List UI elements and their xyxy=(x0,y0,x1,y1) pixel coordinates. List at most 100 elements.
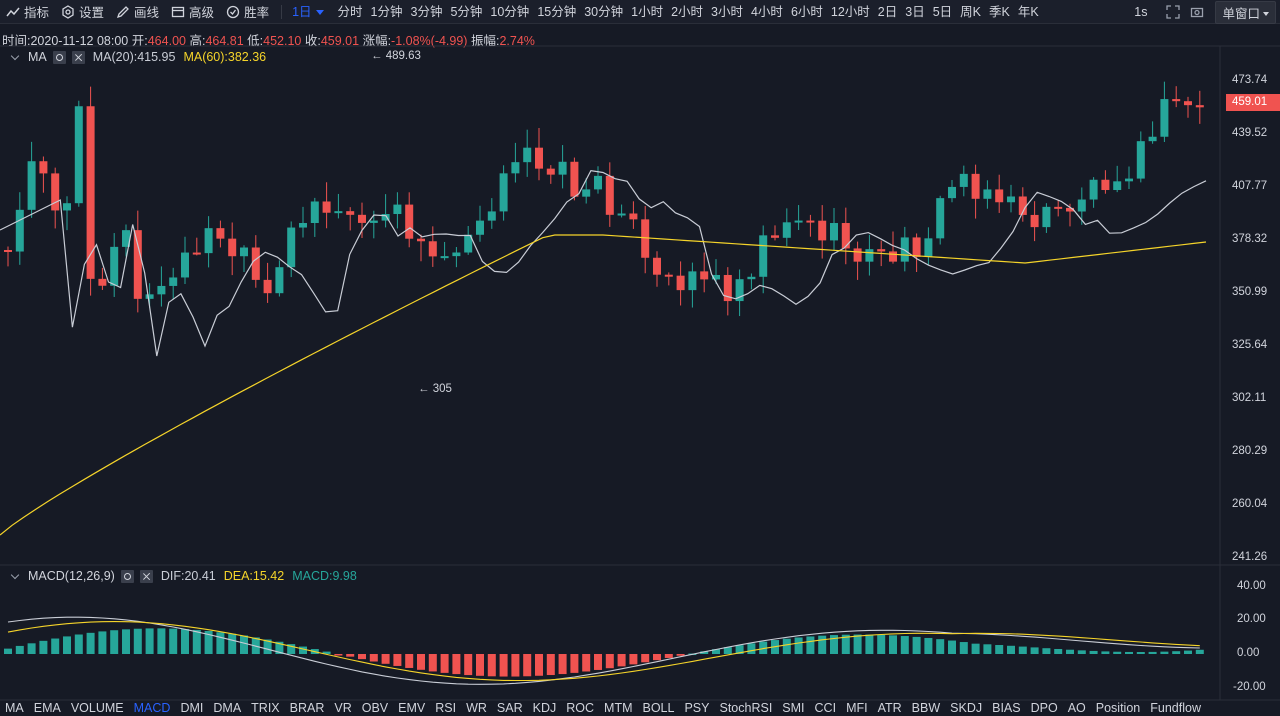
ma-name: MA xyxy=(28,50,47,64)
indicator-tab[interactable]: BRAR xyxy=(289,701,325,715)
indicator-tab[interactable]: RSI xyxy=(435,701,457,715)
interval-item[interactable]: 6小时 xyxy=(790,4,823,19)
fullscreen-button[interactable] xyxy=(1161,0,1185,24)
interval-item[interactable]: 年K xyxy=(1017,4,1039,19)
interval-item[interactable]: 30分钟 xyxy=(584,4,624,19)
change-value: -1.08%(-4.99) xyxy=(391,34,468,48)
indicator-tab[interactable]: BOLL xyxy=(642,701,675,715)
macd-histogram-bar xyxy=(570,654,579,673)
ma-settings-icon[interactable] xyxy=(52,50,66,64)
candle-body xyxy=(287,227,296,268)
indicator-tab[interactable]: EMA xyxy=(33,701,61,715)
indicator-tab[interactable]: EMV xyxy=(398,701,426,715)
winrate-tool[interactable]: 胜率 xyxy=(220,0,275,24)
interval-item[interactable]: 季K xyxy=(989,4,1010,19)
macd-histogram-bar xyxy=(122,629,130,654)
indicator-tab[interactable]: BIAS xyxy=(992,701,1021,715)
indicator-tab[interactable]: Position xyxy=(1095,701,1141,715)
draw-tool[interactable]: 画线 xyxy=(110,0,165,24)
interval-item[interactable]: 2小时 xyxy=(671,4,704,19)
advanced-tool[interactable]: 高级 xyxy=(165,0,220,24)
interval-item[interactable]: 周K xyxy=(960,4,981,19)
candle-body xyxy=(830,223,838,241)
screenshot-button[interactable] xyxy=(1185,0,1209,24)
indicator-tab[interactable]: ROC xyxy=(566,701,595,715)
indicator-tab[interactable]: DMA xyxy=(213,701,242,715)
interval-item[interactable]: 5日 xyxy=(932,4,953,19)
macd-tick-label: 20.00 xyxy=(1237,613,1266,625)
macd-tick-label: 0.00 xyxy=(1237,647,1260,659)
interval-item[interactable]: 5分钟 xyxy=(450,4,483,19)
indicator-tool[interactable]: 指标 xyxy=(0,0,55,24)
indicator-tab[interactable]: BBW xyxy=(911,701,941,715)
indicator-tab[interactable]: PSY xyxy=(684,701,710,715)
interval-item[interactable]: 4小时 xyxy=(750,4,783,19)
window-mode-select[interactable]: 单窗口 xyxy=(1215,0,1276,24)
macd-histogram-bar xyxy=(1018,646,1027,654)
indicator-tab[interactable]: MACD xyxy=(133,701,171,715)
indicator-tab[interactable]: MFI xyxy=(846,701,868,715)
indicator-tab[interactable]: WR xyxy=(466,701,487,715)
interval-list: 分时 1分钟 3分钟 5分钟 10分钟 15分钟 30分钟 1小时 2小时 3小时 4小时 6小时 12… xyxy=(334,0,1043,24)
macd-close-icon[interactable] xyxy=(139,569,153,583)
indicator-tab[interactable]: VR xyxy=(334,701,352,715)
candle-body xyxy=(511,162,520,174)
macd-settings-icon[interactable] xyxy=(120,569,134,583)
candle-body xyxy=(712,274,720,280)
price-tick-label: 350.99 xyxy=(1232,286,1268,298)
indicator-tab[interactable]: CCI xyxy=(814,701,837,715)
indicator-tab[interactable]: StochRSI xyxy=(719,701,773,715)
candle-body xyxy=(570,161,579,197)
candle-body xyxy=(676,275,685,291)
interval-item[interactable]: 分时 xyxy=(337,4,363,19)
macd-tick-label: 40.00 xyxy=(1237,580,1266,592)
macd-histogram-bar xyxy=(98,631,107,654)
candle-body xyxy=(322,201,331,213)
indicator-tab[interactable]: MA xyxy=(5,701,24,715)
interval-item[interactable]: 3小时 xyxy=(711,4,743,19)
indicator-tab[interactable]: KDJ xyxy=(532,701,557,715)
interval-item[interactable]: 15分钟 xyxy=(537,4,577,19)
candle-body xyxy=(877,249,886,252)
candle-body xyxy=(204,228,213,254)
interval-item[interactable]: 1小时 xyxy=(631,4,664,19)
indicator-tab[interactable]: SAR xyxy=(496,701,523,715)
interval-item[interactable]: 1分钟 xyxy=(370,4,403,19)
interval-item[interactable]: 12小时 xyxy=(830,4,870,19)
settings-tool[interactable]: 设置 xyxy=(55,0,110,24)
indicator-tab[interactable]: SMI xyxy=(782,701,805,715)
indicator-tab[interactable]: Fundflow xyxy=(1150,701,1201,715)
amplitude-label: 振幅: xyxy=(470,34,500,48)
candle-body xyxy=(122,230,130,247)
close-value: 459.01 xyxy=(320,34,360,48)
interval-1s[interactable]: 1s xyxy=(1134,5,1148,19)
candle-body xyxy=(1136,141,1145,179)
indicator-tab[interactable]: SKDJ xyxy=(950,701,983,715)
indicator-tab[interactable]: MTM xyxy=(604,701,633,715)
macd-histogram-bar xyxy=(287,644,296,654)
interval-item[interactable]: 10分钟 xyxy=(490,4,530,19)
interval-item[interactable]: 3分钟 xyxy=(410,4,443,19)
macd-histogram-bar xyxy=(582,654,591,672)
candle-body xyxy=(452,252,461,257)
interval-item[interactable]: 3日 xyxy=(905,4,925,19)
interval-item[interactable]: 2日 xyxy=(877,4,898,19)
macd-histogram-bar xyxy=(959,642,968,654)
candle-body xyxy=(664,274,673,277)
high-value: 464.81 xyxy=(205,34,244,48)
ma-close-icon[interactable] xyxy=(71,50,85,64)
indicator-tab[interactable]: DPO xyxy=(1030,701,1058,715)
indicator-tab[interactable]: OBV xyxy=(361,701,389,715)
indicator-tab[interactable]: AO xyxy=(1067,701,1086,715)
candle-body xyxy=(794,220,803,223)
indicator-tab[interactable]: VOLUME xyxy=(70,701,124,715)
candle-body xyxy=(15,209,24,252)
indicator-tab[interactable]: DMI xyxy=(180,701,204,715)
candle-body xyxy=(688,271,697,291)
macd-histogram-bar xyxy=(1101,651,1110,654)
macd-histogram-bar xyxy=(712,649,720,654)
indicator-tab[interactable]: ATR xyxy=(877,701,902,715)
indicator-tab[interactable]: TRIX xyxy=(251,701,280,715)
interval-dropdown[interactable]: 1日 xyxy=(288,0,327,24)
